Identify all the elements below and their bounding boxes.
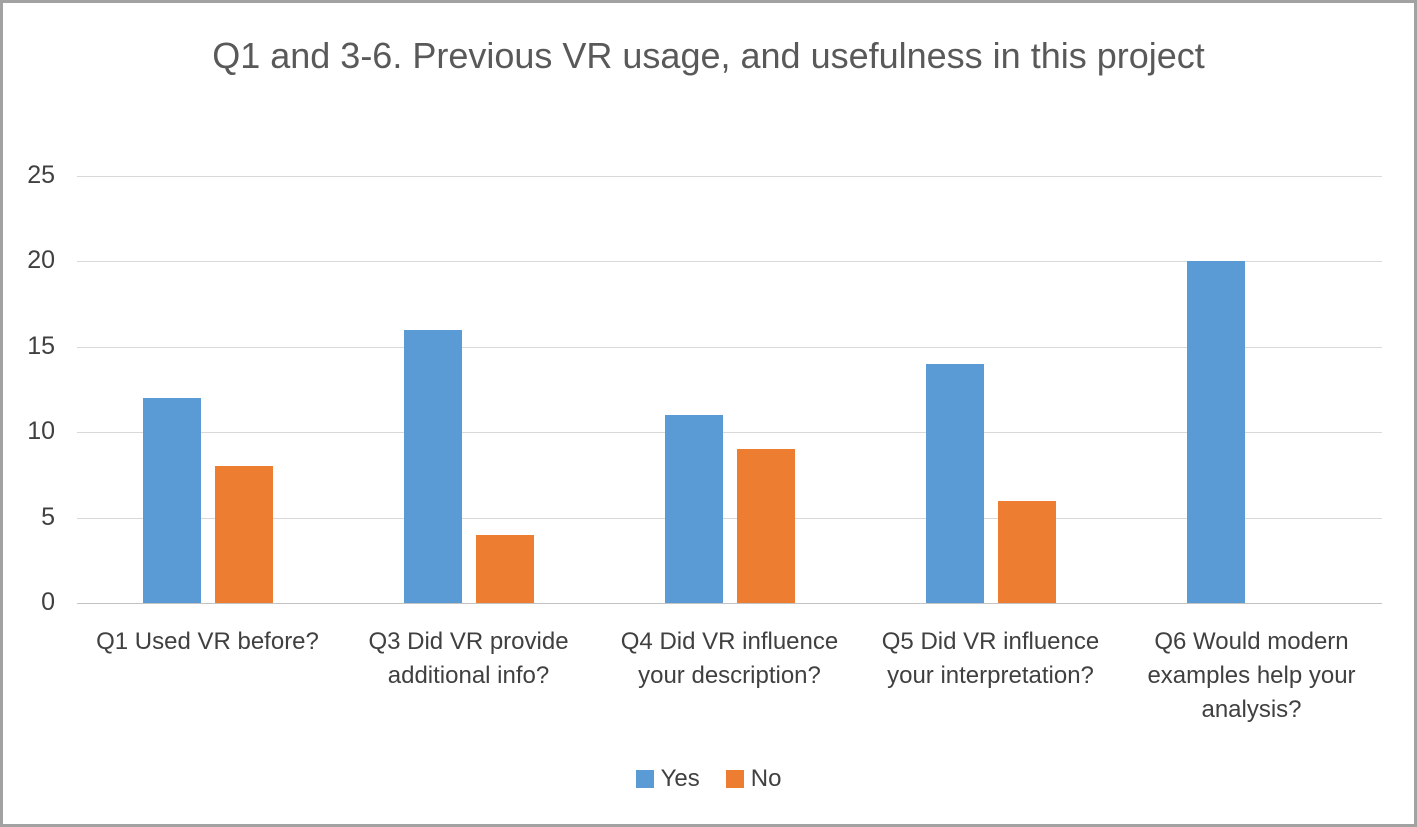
chart-title: Q1 and 3-6. Previous VR usage, and usefu… bbox=[212, 35, 1205, 76]
gridline-10 bbox=[77, 432, 1382, 434]
bar-yes bbox=[1186, 261, 1245, 603]
bar-yes bbox=[142, 398, 201, 603]
legend-swatch-yes-icon bbox=[635, 770, 654, 788]
y-tick-label: 10 bbox=[27, 417, 55, 446]
bar-yes bbox=[925, 363, 984, 603]
x-category-label: Q6 Would modern examples help your analy… bbox=[1147, 628, 1356, 723]
x-category-label: Q5 Did VR influence your interpretation? bbox=[881, 628, 1100, 689]
legend-item-yes: Yes bbox=[635, 765, 700, 793]
bar-no bbox=[475, 534, 534, 603]
bar-no bbox=[214, 466, 273, 603]
chart-legend: Yes No bbox=[3, 765, 1414, 793]
gridline-15 bbox=[77, 346, 1382, 348]
bar-group bbox=[77, 176, 338, 603]
x-category-label: Q1 Used VR before? bbox=[96, 628, 319, 655]
plot-area: 25 20 15 10 5 0 bbox=[27, 161, 1382, 616]
x-axis-labels: Q1 Used VR before? Q3 Did VR provide add… bbox=[77, 625, 1382, 727]
bar-yes bbox=[664, 415, 723, 603]
x-axis-line bbox=[77, 603, 1382, 604]
legend-swatch-no-icon bbox=[725, 770, 744, 788]
y-tick-label: 25 bbox=[27, 160, 55, 189]
gridline-20 bbox=[77, 261, 1382, 263]
bar-yes bbox=[403, 329, 462, 603]
bar-group bbox=[599, 176, 860, 603]
y-tick-label: 15 bbox=[27, 331, 55, 360]
y-tick-label: 5 bbox=[41, 502, 55, 531]
bar-no bbox=[997, 500, 1056, 603]
bar-no bbox=[736, 449, 795, 603]
gridline-25 bbox=[77, 176, 1382, 177]
y-tick-label: 0 bbox=[41, 587, 55, 616]
gridline-5 bbox=[77, 517, 1382, 519]
legend-label: Yes bbox=[660, 765, 700, 792]
y-tick-label: 20 bbox=[27, 246, 55, 275]
bar-group bbox=[1121, 176, 1382, 603]
bar-group bbox=[860, 176, 1121, 603]
legend-item-no: No bbox=[725, 765, 782, 793]
bar-group bbox=[338, 176, 599, 603]
legend-label: No bbox=[750, 765, 782, 792]
x-category-label: Q3 Did VR provide additional info? bbox=[368, 628, 569, 689]
x-category-label: Q4 Did VR influence your description? bbox=[620, 628, 839, 689]
bar-groups bbox=[77, 176, 1382, 603]
